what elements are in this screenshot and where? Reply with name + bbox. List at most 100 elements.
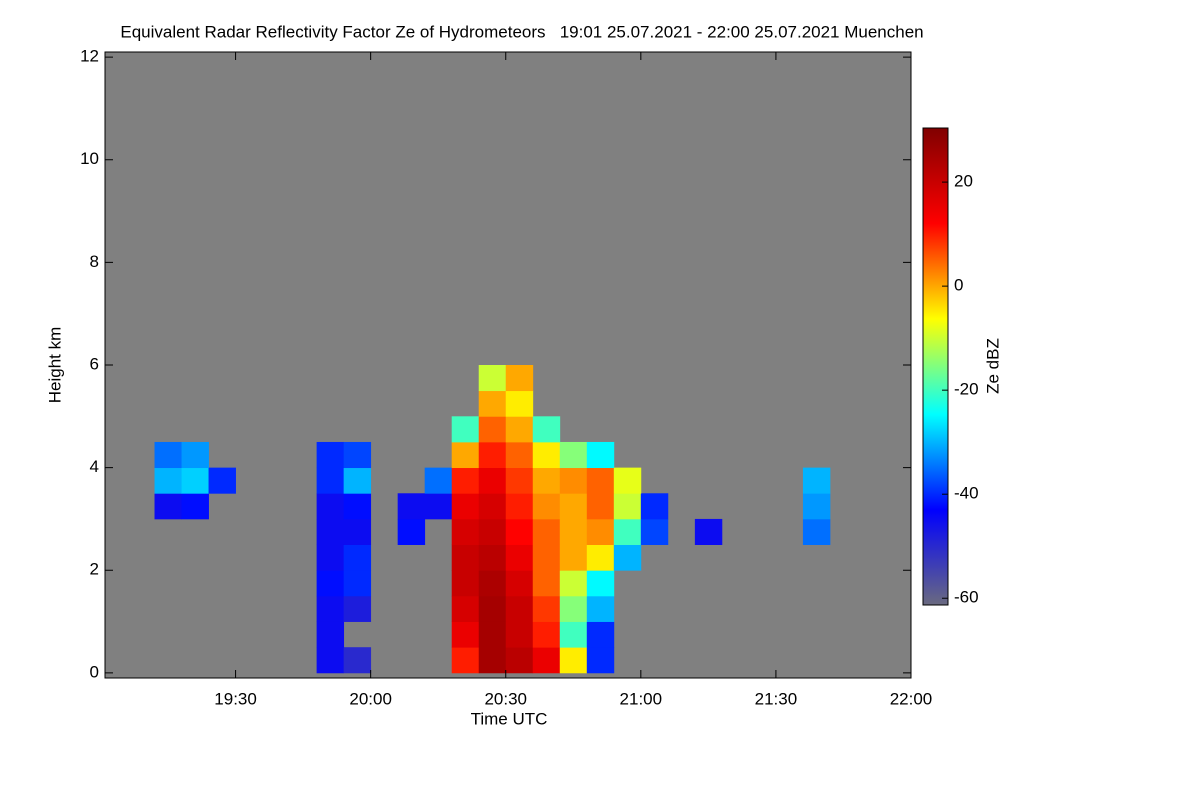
heatmap-cell	[559, 595, 588, 622]
heatmap-cell	[586, 570, 615, 597]
colorbar-tick-label: 20	[954, 172, 973, 191]
heatmap-cell	[505, 544, 534, 571]
heatmap-cell	[451, 570, 480, 597]
heatmap-cell	[586, 467, 615, 494]
heatmap-cell	[586, 518, 615, 545]
heatmap-cell	[802, 467, 831, 494]
heatmap-cell	[478, 416, 507, 443]
heatmap-cell	[451, 595, 480, 622]
heatmap-cell	[694, 518, 723, 545]
heatmap-cell	[316, 441, 345, 469]
y-tick-label: 12	[80, 47, 99, 66]
x-tick-label: 20:30	[484, 689, 527, 708]
heatmap-cell	[478, 647, 507, 674]
heatmap-cell	[586, 621, 615, 648]
heatmap-cell	[451, 544, 480, 571]
heatmap-cell	[316, 647, 345, 674]
heatmap-cell	[316, 493, 345, 520]
heatmap-cell	[505, 518, 534, 545]
heatmap-cell	[532, 647, 561, 674]
heatmap-cell	[451, 441, 480, 469]
x-axis-label: Time UTC	[471, 709, 548, 728]
heatmap-cell	[532, 493, 561, 520]
heatmap-cell	[586, 647, 615, 674]
heatmap-cell	[316, 621, 345, 648]
heatmap-cell	[208, 467, 236, 494]
heatmap-cell	[478, 493, 507, 520]
heatmap-cell	[559, 467, 588, 494]
heatmap-cell	[343, 493, 372, 520]
y-tick-label: 6	[90, 354, 99, 373]
heatmap-cell	[505, 467, 534, 494]
colorbar-label: Ze dBZ	[983, 338, 1002, 394]
heatmap-cell	[154, 493, 182, 520]
heatmap-cell	[316, 544, 345, 571]
heatmap-cell	[559, 544, 588, 571]
heatmap-cell	[478, 570, 507, 597]
heatmap-cell	[397, 493, 426, 520]
heatmap-cell	[505, 390, 534, 417]
x-tick-label: 22:00	[890, 689, 933, 708]
heatmap-cell	[586, 441, 615, 469]
heatmap-cell	[532, 416, 561, 443]
heatmap-cell	[532, 467, 561, 494]
chart-title: Equivalent Radar Reflectivity Factor Ze …	[120, 22, 923, 41]
colorbar-tick-label: 0	[954, 276, 963, 295]
heatmap-cell	[532, 441, 561, 469]
heatmap-cell	[343, 544, 372, 571]
heatmap	[154, 365, 831, 674]
y-tick-label: 8	[90, 252, 99, 271]
heatmap-cell	[532, 544, 561, 571]
heatmap-cell	[559, 621, 588, 648]
heatmap-cell	[586, 493, 615, 520]
heatmap-cell	[532, 518, 561, 545]
heatmap-cell	[478, 544, 507, 571]
heatmap-cell	[478, 467, 507, 494]
heatmap-cell	[451, 467, 480, 494]
heatmap-cell	[181, 441, 209, 469]
heatmap-cell	[478, 390, 507, 417]
heatmap-cell	[424, 467, 453, 494]
heatmap-cell	[451, 518, 480, 545]
colorbar-tick-label: -60	[954, 588, 979, 607]
heatmap-cell	[802, 518, 831, 545]
colorbar	[922, 127, 949, 606]
heatmap-cell	[532, 570, 561, 597]
colorbar-tick-label: -20	[954, 380, 979, 399]
heatmap-cell	[532, 595, 561, 622]
heatmap-cell	[586, 544, 615, 571]
heatmap-cell	[505, 493, 534, 520]
heatmap-cell	[316, 518, 345, 545]
heatmap-cell	[451, 621, 480, 648]
heatmap-cell	[343, 647, 372, 674]
heatmap-cell	[586, 595, 615, 622]
heatmap-cell	[181, 467, 209, 494]
heatmap-cell	[559, 518, 588, 545]
heatmap-cell	[505, 416, 534, 443]
heatmap-cell	[559, 570, 588, 597]
y-tick-label: 4	[90, 457, 99, 476]
heatmap-cell	[343, 518, 372, 545]
heatmap-cell	[478, 365, 507, 392]
heatmap-cell	[478, 441, 507, 469]
y-axis-label: Height km	[45, 327, 64, 404]
heatmap-cell	[802, 493, 831, 520]
heatmap-cell	[397, 518, 426, 545]
y-tick-label: 0	[90, 662, 99, 681]
y-tick-label: 10	[80, 149, 99, 168]
heatmap-cell	[613, 544, 642, 571]
heatmap-cell	[505, 595, 534, 622]
heatmap-cell	[559, 441, 588, 469]
heatmap-cell	[424, 493, 453, 520]
heatmap-cell	[154, 441, 182, 469]
y-tick-label: 2	[90, 560, 99, 579]
heatmap-cell	[451, 416, 480, 443]
heatmap-cell	[478, 518, 507, 545]
heatmap-cell	[451, 647, 480, 674]
heatmap-cell	[505, 441, 534, 469]
heatmap-cell	[559, 647, 588, 674]
x-tick-label: 20:00	[349, 689, 392, 708]
x-tick-label: 21:30	[755, 689, 798, 708]
heatmap-cell	[181, 493, 209, 520]
